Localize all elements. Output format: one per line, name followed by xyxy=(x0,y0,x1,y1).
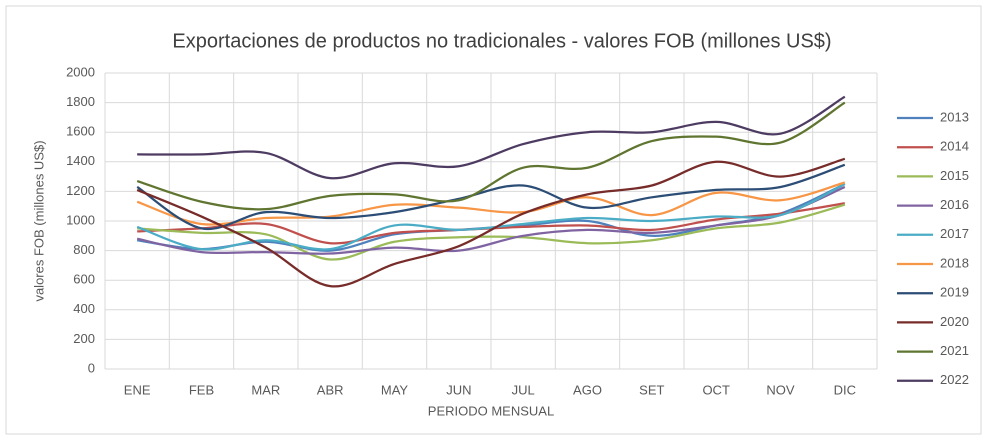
x-tick-label: MAY xyxy=(381,382,409,397)
x-tick-label: SET xyxy=(639,382,664,397)
y-tick-label: 2000 xyxy=(66,64,95,79)
y-tick-label: 1200 xyxy=(66,183,95,198)
x-tick-label: ABR xyxy=(317,382,344,397)
legend-label: 2016 xyxy=(940,197,969,212)
x-tick-label: ENE xyxy=(124,382,151,397)
y-tick-label: 1600 xyxy=(66,124,95,139)
legend-label: 2020 xyxy=(940,314,969,329)
chart-title: Exportaciones de productos no tradiciona… xyxy=(172,30,831,52)
series-line xyxy=(137,203,846,261)
chart-border xyxy=(5,5,982,435)
x-tick-label: JUL xyxy=(512,382,535,397)
x-tick-label: JUN xyxy=(446,382,471,397)
legend-label: 2021 xyxy=(940,343,969,358)
y-tick-label: 800 xyxy=(73,242,95,257)
y-tick-label: 1000 xyxy=(66,212,95,227)
series-line xyxy=(137,95,846,180)
series-line xyxy=(136,182,846,251)
y-tick-label: 200 xyxy=(73,331,95,346)
series-line xyxy=(136,157,846,288)
series-line xyxy=(136,163,846,231)
y-tick-label: 400 xyxy=(73,301,95,316)
x-tick-label: OCT xyxy=(702,382,730,397)
legend-label: 2019 xyxy=(940,285,969,300)
y-tick-label: 600 xyxy=(73,272,95,287)
y-axis-label: valores FOB (millones US$) xyxy=(31,140,46,301)
legend-label: 2018 xyxy=(940,255,969,270)
legend-label: 2017 xyxy=(940,226,969,241)
x-tick-label: DIC xyxy=(834,382,856,397)
legend-label: 2013 xyxy=(940,109,969,124)
y-tick-label: 1800 xyxy=(66,94,95,109)
series-line xyxy=(136,185,846,255)
x-tick-label: AGO xyxy=(573,382,602,397)
y-tick-label: 1400 xyxy=(66,153,95,168)
series-line xyxy=(136,181,846,226)
legend-label: 2015 xyxy=(940,168,969,183)
x-tick-label: FEB xyxy=(189,382,214,397)
legend-label: 2014 xyxy=(940,139,969,154)
x-tick-label: NOV xyxy=(766,382,795,397)
series-line xyxy=(136,101,846,211)
y-tick-label: 0 xyxy=(88,360,95,375)
x-axis-label: PERIODO MENSUAL xyxy=(428,403,554,418)
x-tick-label: MAR xyxy=(251,382,280,397)
legend-label: 2022 xyxy=(940,372,969,387)
